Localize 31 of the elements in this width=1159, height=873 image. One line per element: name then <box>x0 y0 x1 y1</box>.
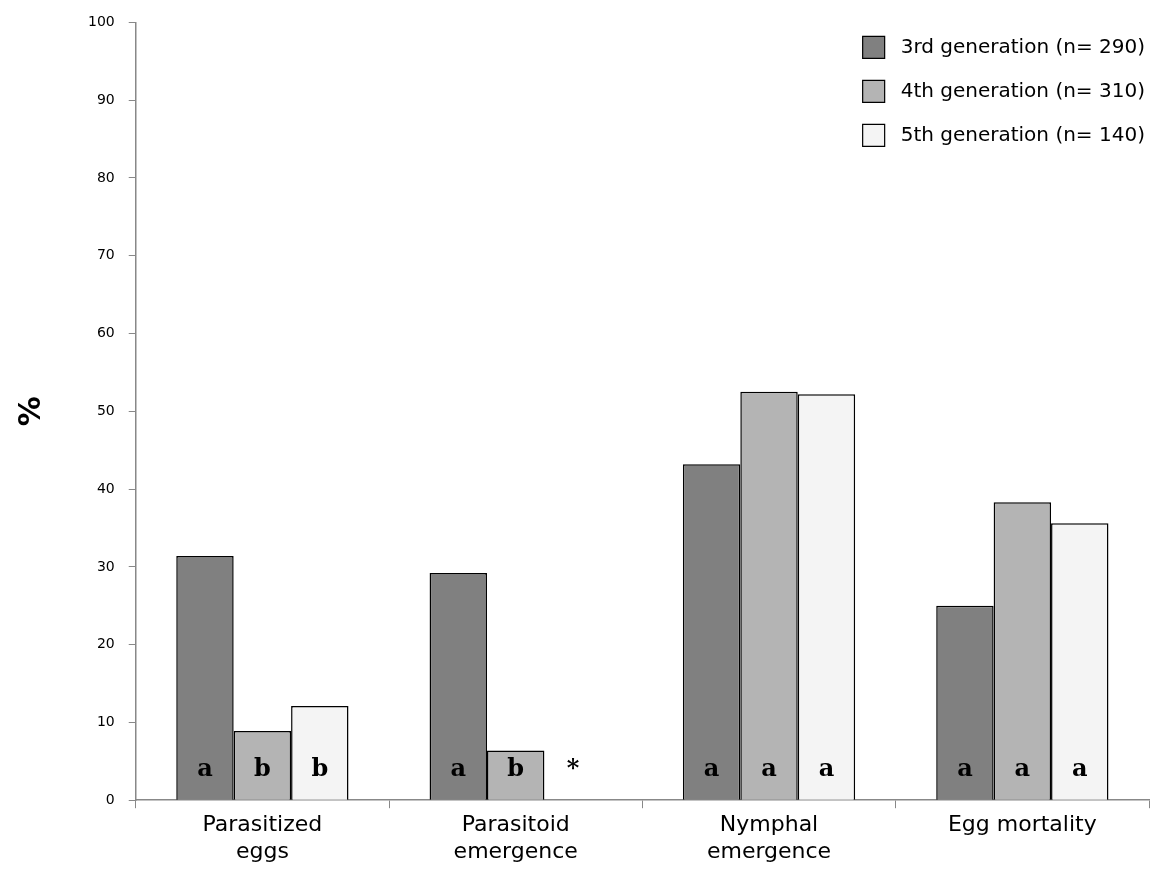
y-tick-label: 70 <box>96 246 115 263</box>
data-label: b <box>311 753 329 783</box>
data-label: a <box>957 753 973 783</box>
data-label: a <box>1014 753 1031 783</box>
y-tick-label: 10 <box>96 713 115 730</box>
data-label: b <box>507 753 525 783</box>
legend-label: 3rd generation (n= 290) <box>900 33 1146 58</box>
x-tick-label: Parasitoid emergence <box>453 811 578 863</box>
data-label: a <box>818 753 835 783</box>
data-label: b <box>253 753 271 783</box>
y-tick-label: 100 <box>87 13 115 30</box>
y-tick-label: 20 <box>96 635 115 652</box>
data-label: a <box>703 753 720 783</box>
x-tick-label: Parasitized eggs <box>202 811 323 863</box>
data-label: a <box>761 753 777 783</box>
y-tick-label: 60 <box>96 324 115 341</box>
y-tick-label: 50 <box>96 401 115 418</box>
y-tick-label: 80 <box>96 168 115 185</box>
y-tick-label: 30 <box>96 557 115 574</box>
x-tick-label: Nymphal emergence <box>706 811 832 863</box>
y-tick-label: 90 <box>96 90 115 107</box>
text: * <box>566 753 580 783</box>
data-label: a <box>450 753 467 783</box>
legend-label: 5th generation (n= 140) <box>900 121 1145 146</box>
data-label: a <box>1071 753 1088 783</box>
x-tick-label: Egg mortality <box>947 811 1097 837</box>
y-tick-label: 0 <box>105 790 115 807</box>
legend-label: 4th generation (n= 310) <box>900 77 1145 102</box>
data-label: a <box>197 753 213 783</box>
y-axis-title: % <box>11 396 47 427</box>
y-tick-label: 40 <box>96 479 115 496</box>
